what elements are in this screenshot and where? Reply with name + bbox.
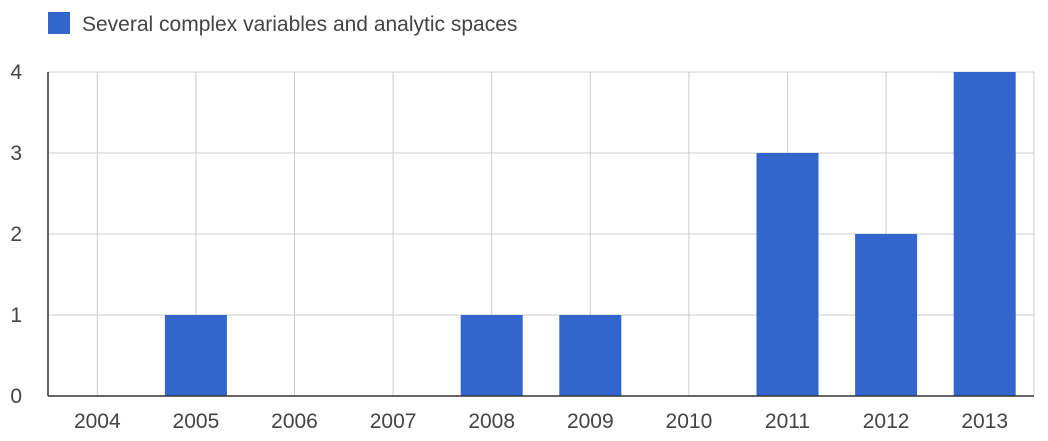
- x-tick-label: 2006: [271, 410, 318, 433]
- axes: [47, 72, 1034, 397]
- y-tick-label: 2: [10, 223, 22, 246]
- legend-label: Several complex variables and analytic s…: [82, 13, 517, 36]
- bar-2011: [756, 153, 819, 396]
- y-axis-tick-labels: 0 1 2 3 4: [10, 61, 22, 408]
- bar-2013: [953, 72, 1016, 396]
- bars: [164, 72, 1016, 396]
- y-tick-label: 3: [10, 142, 22, 165]
- x-axis-tick-labels: 2004 2005 2006 2007 2008 2009 2010 2011 2012 2013: [74, 410, 1008, 433]
- y-tick-label: 1: [10, 304, 22, 327]
- x-tick-label: 2007: [370, 410, 417, 433]
- x-tick-label: 2012: [863, 410, 910, 433]
- x-tick-label: 2010: [666, 410, 713, 433]
- x-tick-label: 2008: [468, 410, 515, 433]
- y-tick-label: 0: [10, 385, 22, 408]
- bar-2005: [164, 315, 227, 396]
- x-tick-label: 2013: [961, 410, 1008, 433]
- legend: Several complex variables and analytic s…: [48, 12, 517, 36]
- legend-swatch: [48, 12, 70, 34]
- x-tick-label: 2011: [765, 410, 810, 433]
- x-tick-label: 2009: [567, 410, 614, 433]
- bar-2012: [855, 234, 918, 396]
- x-tick-label: 2004: [74, 410, 121, 433]
- y-tick-label: 4: [10, 61, 22, 84]
- bar-2009: [559, 315, 622, 396]
- x-tick-label: 2005: [173, 410, 220, 433]
- bar-2008: [460, 315, 523, 396]
